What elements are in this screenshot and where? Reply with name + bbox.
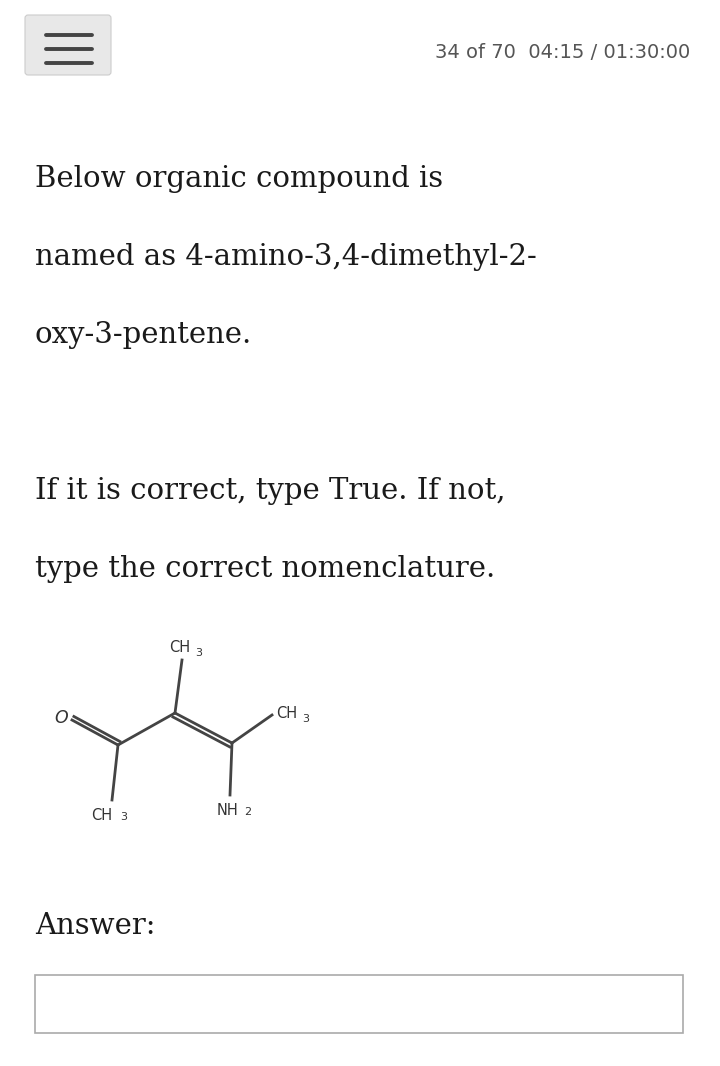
Text: CH: CH	[276, 706, 297, 721]
Text: Answer:: Answer:	[35, 912, 156, 940]
Text: CH: CH	[91, 808, 112, 823]
Text: 34 of 70  04:15 / 01:30:00: 34 of 70 04:15 / 01:30:00	[435, 43, 690, 62]
Text: named as 4-amino-3,4-dimethyl-2-: named as 4-amino-3,4-dimethyl-2-	[35, 243, 536, 271]
Text: 3: 3	[120, 812, 127, 822]
Text: oxy-3-pentene.: oxy-3-pentene.	[35, 321, 252, 349]
Text: If it is correct, type True. If not,: If it is correct, type True. If not,	[35, 477, 505, 505]
Text: 3: 3	[195, 648, 202, 658]
Text: type the correct nomenclature.: type the correct nomenclature.	[35, 555, 495, 583]
Text: Below organic compound is: Below organic compound is	[35, 165, 443, 193]
FancyBboxPatch shape	[25, 15, 111, 75]
Text: 2: 2	[244, 807, 251, 817]
Text: 3: 3	[302, 714, 309, 724]
Text: CH: CH	[169, 640, 191, 655]
FancyBboxPatch shape	[35, 975, 683, 1033]
Text: NH: NH	[217, 803, 239, 818]
Text: O: O	[55, 709, 68, 727]
